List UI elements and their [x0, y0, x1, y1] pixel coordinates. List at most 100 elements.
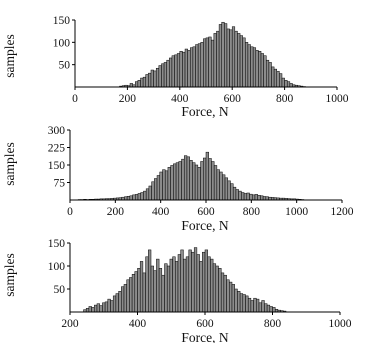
chart-3-bar	[134, 271, 138, 313]
chart-2-bar	[260, 195, 264, 201]
chart-2-bar	[159, 171, 163, 201]
chart-3-bar	[177, 254, 181, 313]
chart-3-bar	[126, 279, 130, 313]
chart-3-bar	[94, 304, 98, 313]
chart-3-bar	[234, 288, 238, 313]
chart-1-bar	[150, 69, 154, 88]
chart-1-ylabel: samples	[2, 34, 17, 78]
chart-2-bar	[181, 158, 185, 201]
chart-3-x-tick-label: 1000	[329, 318, 352, 330]
chart-2-bar	[192, 162, 196, 201]
chart-2-bar	[126, 196, 131, 201]
chart-3-bar	[229, 281, 233, 313]
chart-2-x-tick-label: 1200	[331, 206, 354, 218]
chart-2-bar	[173, 163, 177, 201]
chart-2-y-tick-label: 150	[48, 160, 66, 172]
chart-1-bar	[135, 81, 139, 88]
chart-2-bar	[216, 169, 220, 201]
chart-3-bar	[207, 256, 211, 313]
histogram-chart-1: samples Force, N 0 200 400 600 800 1000 50 100 1…	[2, 15, 349, 119]
chart-2-bar	[156, 175, 161, 201]
chart-2-bar	[194, 164, 199, 201]
chart-3-bar	[212, 263, 217, 313]
chart-3-bar	[102, 302, 106, 313]
chart-1-bar	[252, 47, 257, 88]
chart-3-bar	[121, 286, 125, 313]
chart-1-bar	[142, 76, 146, 88]
chart-3-x-tick-label: 400	[129, 318, 147, 330]
chart-2-bar	[183, 155, 188, 201]
chart-2-bar	[254, 194, 258, 201]
chart-1-x-tick-label: 1000	[326, 93, 349, 105]
chart-1-bar	[268, 62, 272, 88]
chart-2-bar	[170, 165, 174, 201]
chart-1-bar	[216, 30, 220, 88]
chart-1-bar	[179, 51, 183, 88]
chart-2-bar	[137, 193, 141, 201]
chart-1-bar	[284, 80, 288, 88]
chart-3-bar	[272, 307, 276, 313]
chart-3-bar	[110, 300, 114, 313]
chart-3-bar	[193, 247, 198, 313]
chart-3-bar	[250, 300, 254, 313]
chart-2-bar	[232, 186, 237, 201]
chart-3-x-tick-label: 800	[264, 318, 282, 330]
chart-1-bar	[260, 53, 264, 88]
chart-1-bar	[237, 33, 241, 88]
chart-1-bar	[263, 55, 267, 88]
chart-1-x-tick-label: 200	[119, 93, 137, 105]
chart-3-bar	[115, 293, 119, 313]
chart-3-bar	[145, 256, 149, 313]
chart-2-bar	[175, 162, 180, 201]
chart-3-bar	[156, 258, 160, 313]
chart-3-bar	[245, 295, 249, 313]
chart-1-bar	[250, 46, 254, 88]
chart-1-bar	[153, 70, 157, 88]
chart-2-bar	[241, 192, 245, 201]
chart-1-bar	[255, 50, 259, 88]
chart-1-bar	[200, 42, 204, 88]
chart-2-x-tick-label: 600	[197, 206, 215, 218]
chart-3-bar	[137, 268, 141, 313]
chart-2-x-tick-label: 0	[67, 206, 73, 218]
chart-2-bar	[208, 158, 212, 201]
chart-2-bar	[249, 193, 253, 201]
chart-1-x-tick-label: 400	[171, 93, 189, 105]
chart-1-bar	[266, 59, 270, 88]
chart-2-bar	[211, 161, 215, 201]
chart-1-bar	[239, 35, 243, 88]
chart-3-bar	[231, 284, 235, 313]
chart-3-bar	[237, 291, 241, 313]
chart-3-bar	[169, 258, 173, 313]
chart-2-bar	[235, 189, 239, 201]
chart-2-bar	[224, 177, 229, 201]
chart-3-bar	[266, 304, 271, 313]
chart-2-bar	[227, 180, 231, 201]
chart-1-bar	[221, 21, 225, 88]
chart-2-bar	[262, 196, 267, 201]
chart-3-bar	[215, 265, 219, 313]
chart-1-bar	[182, 51, 186, 88]
chart-1-bar	[273, 68, 277, 88]
chart-1-bar	[281, 77, 285, 88]
chart-2-x-tick-label: 800	[243, 206, 261, 218]
chart-3-bar	[269, 306, 273, 313]
chart-2-bar	[219, 171, 223, 201]
chart-3-bar	[161, 274, 165, 313]
chart-3-x-tick-label: 200	[61, 318, 79, 330]
chart-3-bar	[129, 277, 133, 313]
chart-3-bar	[247, 297, 252, 313]
chart-2-bar	[243, 193, 248, 201]
chart-3-bar	[139, 261, 144, 313]
chart-2-bar	[129, 195, 133, 201]
chart-3-bar	[185, 256, 190, 313]
chart-1-bar	[161, 63, 165, 88]
chart-3-bar	[85, 308, 90, 313]
chart-1-bar	[171, 55, 175, 88]
chart-1-bar	[190, 47, 194, 88]
chart-1-bar	[145, 74, 149, 88]
chart-3-bar	[196, 254, 200, 313]
chart-2-bar	[230, 183, 234, 201]
chart-1-y-tick-label: 50	[59, 60, 71, 72]
chart-3-bar	[226, 279, 230, 313]
